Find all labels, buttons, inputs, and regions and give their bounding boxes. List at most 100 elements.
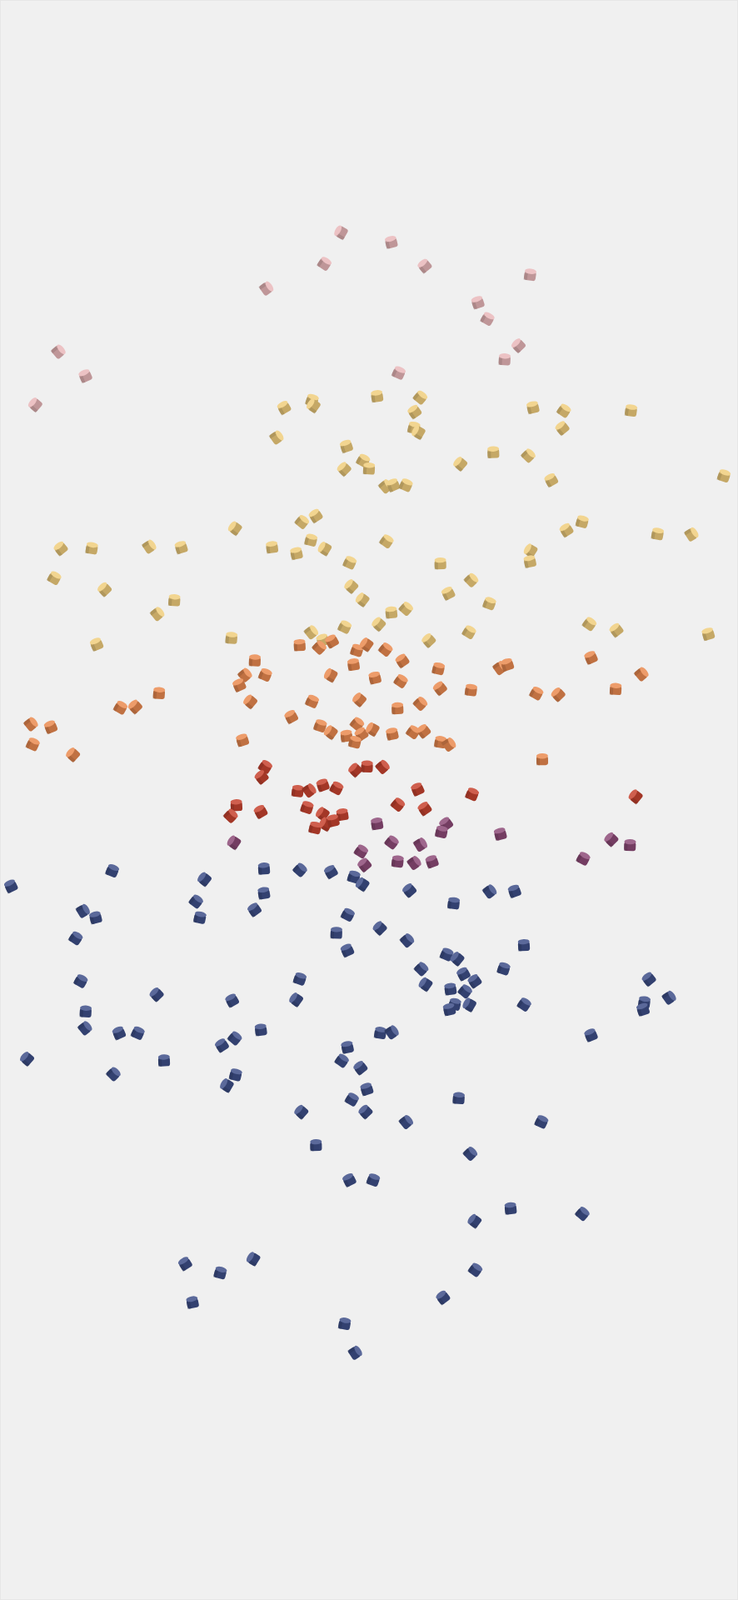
point [391, 364, 408, 381]
point [50, 343, 68, 360]
point [431, 661, 446, 676]
point [581, 615, 599, 633]
point [650, 526, 664, 540]
point [420, 631, 438, 649]
point [487, 445, 499, 459]
point [507, 882, 523, 898]
point [520, 447, 538, 464]
point [265, 540, 280, 554]
point [499, 656, 515, 672]
point [463, 571, 480, 589]
point [627, 787, 644, 805]
point [716, 468, 732, 484]
point [416, 799, 434, 817]
marks [3, 224, 732, 1361]
point [292, 970, 308, 986]
point [365, 1171, 381, 1187]
point [253, 767, 270, 785]
point [287, 991, 305, 1008]
point [148, 985, 165, 1003]
point [574, 513, 589, 529]
point [174, 539, 190, 555]
point [347, 657, 361, 671]
point [224, 631, 238, 644]
point [575, 849, 592, 866]
point [326, 812, 341, 828]
point [257, 886, 271, 900]
point [292, 861, 310, 878]
point [412, 836, 429, 853]
point [434, 824, 449, 839]
point [188, 892, 205, 910]
point [322, 723, 340, 741]
point [533, 1113, 550, 1130]
point [400, 881, 418, 898]
point [77, 368, 93, 384]
point [701, 626, 716, 642]
point [88, 909, 103, 924]
point [339, 906, 356, 923]
point [301, 782, 319, 799]
point [334, 1052, 351, 1069]
point [337, 618, 354, 635]
point [89, 636, 105, 652]
point [3, 877, 20, 894]
point [633, 665, 651, 683]
point [339, 438, 355, 454]
point [52, 539, 70, 557]
point [304, 532, 319, 547]
point [258, 279, 275, 297]
point [329, 779, 345, 796]
point [342, 577, 360, 594]
point [462, 1144, 479, 1162]
point [434, 557, 447, 569]
point [448, 949, 466, 967]
point [574, 1204, 592, 1222]
point [77, 1019, 95, 1037]
point [509, 336, 527, 354]
point [503, 1201, 517, 1215]
point [464, 786, 480, 803]
point [440, 584, 457, 601]
point [412, 694, 429, 712]
point [434, 1288, 452, 1306]
point [377, 640, 394, 658]
point [289, 545, 305, 560]
point [470, 294, 486, 310]
point [412, 388, 429, 406]
point [431, 679, 449, 697]
point [369, 615, 387, 633]
point [496, 960, 512, 976]
point [104, 862, 120, 878]
point [464, 683, 479, 697]
point [252, 802, 269, 819]
point [257, 862, 270, 875]
point [226, 1029, 244, 1047]
point [424, 853, 440, 869]
point [193, 910, 208, 925]
point [43, 718, 59, 734]
point [332, 224, 349, 240]
point [111, 1024, 127, 1041]
point [112, 698, 129, 715]
point [23, 715, 40, 733]
point [341, 1171, 358, 1187]
point [398, 1112, 415, 1130]
point [152, 686, 165, 699]
point [254, 1022, 268, 1037]
point [466, 1211, 484, 1229]
point [357, 1102, 374, 1120]
point [307, 507, 324, 524]
point [299, 799, 315, 815]
point [324, 633, 340, 649]
chart [0, 0, 738, 1600]
point [608, 621, 625, 639]
point [493, 826, 508, 841]
point [218, 1077, 235, 1093]
point [523, 268, 538, 282]
point [338, 1316, 352, 1330]
point [226, 519, 244, 537]
point [374, 757, 392, 775]
point [257, 666, 273, 683]
point [406, 853, 424, 871]
